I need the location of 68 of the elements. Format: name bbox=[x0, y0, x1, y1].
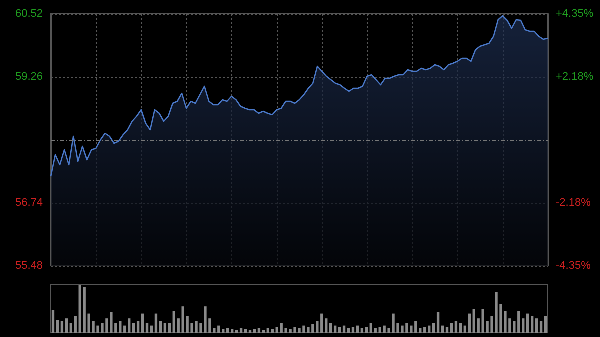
bar bbox=[271, 329, 274, 333]
bar bbox=[446, 327, 449, 333]
y2-tick-label: -2.18% bbox=[556, 197, 592, 210]
bar bbox=[128, 318, 131, 333]
y-tick-label: 56.74 bbox=[15, 197, 43, 209]
bar bbox=[325, 318, 328, 333]
bar bbox=[253, 329, 256, 333]
bar bbox=[244, 329, 248, 333]
bar bbox=[450, 323, 454, 333]
bar bbox=[535, 318, 538, 333]
bar bbox=[150, 326, 154, 333]
bar bbox=[428, 326, 431, 333]
y-tick-label: 55.48 bbox=[15, 260, 43, 272]
bar bbox=[154, 314, 158, 333]
bar bbox=[230, 329, 234, 333]
bar bbox=[342, 326, 346, 333]
bar bbox=[65, 318, 68, 333]
bar bbox=[436, 312, 440, 333]
bar bbox=[146, 323, 149, 333]
bar bbox=[248, 330, 252, 333]
bar bbox=[70, 323, 72, 333]
bar bbox=[544, 316, 548, 333]
bar bbox=[266, 328, 270, 333]
bar bbox=[222, 329, 225, 333]
bar bbox=[226, 328, 230, 333]
y2-tick-label: -4.35% bbox=[556, 260, 592, 272]
bar bbox=[330, 323, 332, 333]
bar bbox=[530, 316, 534, 333]
bar bbox=[370, 323, 372, 333]
bar bbox=[235, 330, 238, 333]
bar bbox=[240, 328, 243, 333]
bar bbox=[441, 326, 444, 333]
bar bbox=[56, 320, 60, 333]
bar bbox=[464, 326, 467, 333]
bar bbox=[347, 328, 350, 333]
bar bbox=[374, 328, 377, 333]
bar bbox=[365, 327, 368, 333]
bar bbox=[60, 321, 64, 333]
bar bbox=[164, 323, 167, 333]
bar bbox=[52, 310, 55, 333]
bar bbox=[141, 314, 144, 333]
bar bbox=[356, 326, 360, 333]
bar bbox=[432, 323, 436, 333]
bar bbox=[124, 326, 126, 333]
bar bbox=[172, 311, 176, 333]
bar bbox=[334, 326, 337, 333]
y2-tick-label: +2.18% bbox=[556, 70, 594, 83]
bar bbox=[468, 314, 471, 333]
bar bbox=[258, 328, 261, 333]
y2-tick-label: +4.35% bbox=[556, 8, 594, 20]
bar bbox=[168, 323, 171, 333]
bar bbox=[459, 323, 462, 333]
bar bbox=[540, 321, 543, 333]
bar bbox=[454, 321, 458, 333]
bar bbox=[74, 316, 77, 333]
bar bbox=[159, 321, 162, 333]
bar bbox=[424, 327, 426, 333]
y-tick-label: 59.26 bbox=[15, 71, 43, 83]
y-tick-label: 60.52 bbox=[15, 8, 43, 20]
bar bbox=[136, 321, 140, 333]
bar bbox=[262, 330, 266, 333]
bar bbox=[522, 318, 525, 333]
bar bbox=[472, 309, 476, 333]
bar bbox=[352, 327, 355, 333]
bar bbox=[132, 323, 136, 333]
bar bbox=[360, 328, 364, 333]
bar bbox=[526, 314, 530, 333]
bar bbox=[338, 327, 342, 333]
